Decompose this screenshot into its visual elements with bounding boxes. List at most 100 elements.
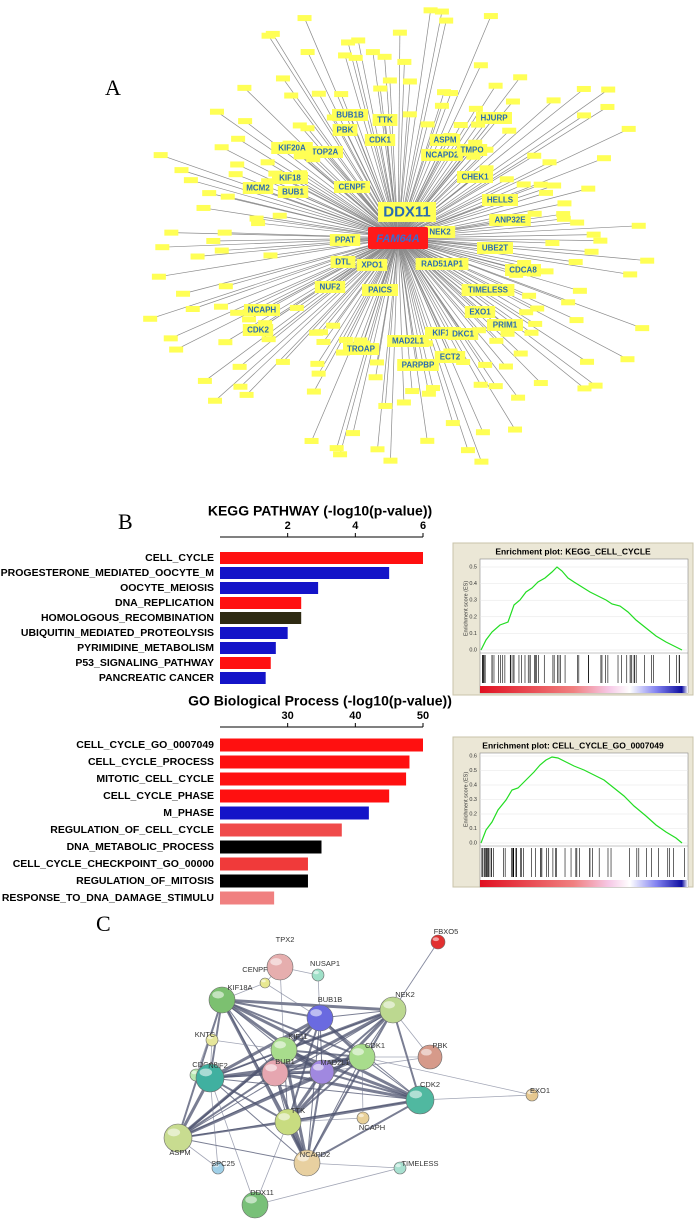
gene-label: NCAPD2 [426, 151, 459, 160]
gene-node [332, 124, 358, 136]
edge [397, 128, 629, 239]
small-node [378, 402, 393, 409]
protein-label: BUB1B [318, 995, 343, 1004]
small-node [335, 349, 350, 356]
node-highlight [274, 1041, 286, 1049]
small-node [453, 121, 468, 128]
small-node [272, 212, 287, 219]
protein-label: NUSAP1 [310, 959, 340, 968]
ppi-edge [283, 1048, 421, 1102]
es-curve [480, 566, 683, 651]
small-node [214, 144, 229, 151]
small-node [151, 273, 166, 280]
small-node [498, 363, 513, 370]
small-node [155, 244, 170, 251]
small-node [588, 382, 603, 389]
gene-label: BUB1 [282, 188, 304, 197]
small-node [153, 152, 168, 159]
small-node [513, 74, 528, 81]
small-node [263, 252, 278, 259]
gene-label: UBE2T [482, 244, 508, 253]
small-node [185, 305, 200, 312]
node-highlight [261, 979, 266, 983]
bar [220, 567, 390, 579]
gene-label: PARPBP [402, 361, 435, 370]
small-node [351, 37, 366, 44]
y-tick-label: 0.2 [469, 811, 477, 817]
bar [220, 891, 275, 905]
gene-node [447, 328, 479, 340]
edge [397, 237, 631, 275]
y-tick-label: 0.0 [469, 647, 477, 653]
small-node [176, 290, 191, 297]
category-label: CELL_CYCLE_PHASE [103, 790, 214, 802]
edge [176, 237, 399, 350]
es-curve [480, 756, 683, 844]
plot-area [479, 752, 689, 888]
gene-node [489, 214, 531, 226]
small-node [527, 210, 542, 217]
small-node [516, 181, 531, 188]
ppi-edge [209, 1016, 321, 1080]
gene-node [476, 112, 512, 124]
ppi-edge [287, 1017, 321, 1123]
protein-label: KIF11 [288, 1032, 307, 1041]
ppi-edge [306, 1017, 321, 1164]
edge [237, 237, 399, 314]
protein-label: KIF18A [227, 983, 252, 992]
edge [317, 237, 399, 365]
small-node [580, 358, 595, 365]
edge [397, 237, 405, 403]
node-highlight [199, 1068, 213, 1077]
ppi-edge [306, 1162, 401, 1169]
bar [220, 823, 342, 837]
bar [220, 772, 407, 786]
small-node [249, 215, 264, 222]
small-node [557, 200, 572, 207]
small-node [434, 8, 449, 15]
gene-node [242, 324, 274, 336]
category-label: CELL_CYCLE [145, 552, 214, 564]
edge [397, 237, 521, 354]
gene-node [464, 306, 496, 318]
protein-label: KNTC [195, 1030, 216, 1039]
category-label: RESPONSE_TO_DNA_DAMAGE_STIMULU [2, 892, 214, 904]
ppi-edge [254, 1121, 289, 1206]
gene-label: PBK [337, 126, 354, 135]
category-label: REGULATION_OF_MITOSIS [76, 875, 214, 887]
small-node [474, 458, 489, 465]
small-node [261, 336, 276, 343]
bar [220, 612, 302, 624]
small-node [292, 122, 307, 129]
ppi-edge [282, 1049, 309, 1164]
edge [352, 237, 399, 434]
ppi-edge [221, 999, 276, 1074]
edge [397, 237, 464, 335]
small-node [251, 220, 266, 227]
gene-label: CDK1 [369, 136, 391, 145]
protein-label: PBK [432, 1041, 447, 1050]
edge [220, 237, 399, 308]
ppi-edge [306, 1056, 363, 1164]
enrichment-plots: Enrichment plot: KEGG_CELL_CYCLE Enrichme… [452, 542, 694, 888]
y-tick-label: 0.0 [469, 840, 477, 846]
protein-node [430, 934, 446, 950]
edge [244, 120, 399, 239]
x-tick-label: 6 [420, 520, 426, 532]
y-tick-label: 0.1 [469, 826, 477, 832]
ppi-edge [274, 1071, 421, 1102]
panel-label: A [105, 75, 121, 100]
small-node [316, 338, 331, 345]
ppi-edge [321, 1056, 431, 1073]
edge [397, 15, 492, 239]
gene-label: CHEK1 [461, 173, 489, 182]
y-tick-label: 0.3 [469, 797, 477, 803]
gene-node [364, 134, 396, 146]
category-label: DNA_METABOLIC_PROCESS [67, 841, 214, 853]
small-node [620, 356, 635, 363]
small-node [341, 39, 356, 46]
protein-label: TTK [291, 1106, 305, 1115]
edge [332, 237, 399, 326]
small-node [238, 118, 253, 125]
edge [315, 237, 399, 334]
